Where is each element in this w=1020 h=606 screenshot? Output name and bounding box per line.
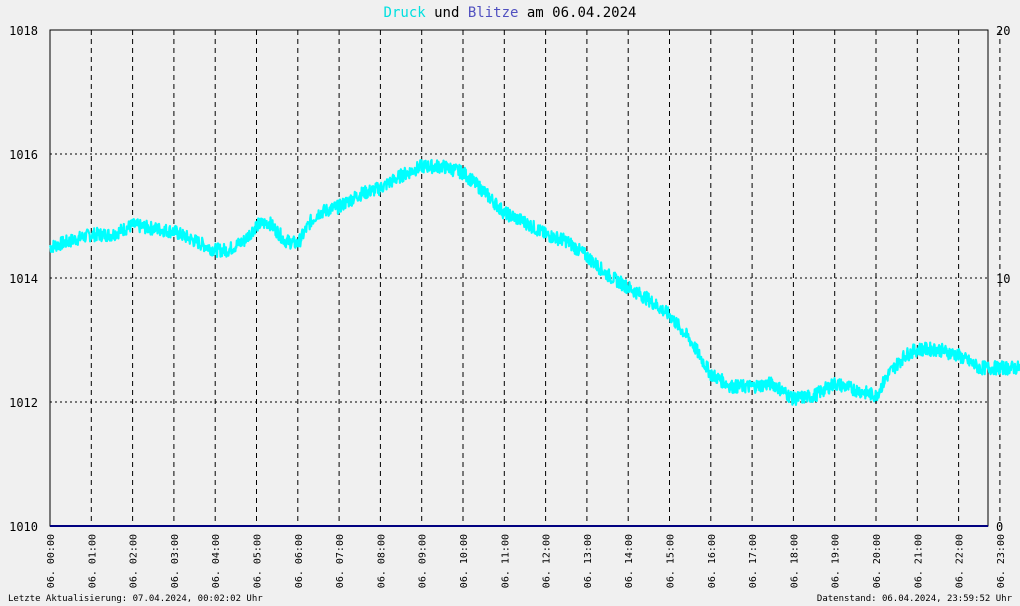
x-tick-label: 06. 00:00 xyxy=(46,534,57,588)
series-layer xyxy=(48,158,1020,527)
x-tick-label: 06. 22:00 xyxy=(955,534,966,588)
footer-data-status: Datenstand: 06.04.2024, 23:59:52 Uhr xyxy=(816,594,1012,604)
x-tick-label: 06. 10:00 xyxy=(459,534,470,588)
y-left-tick-label: 1016 xyxy=(9,148,38,162)
footer-last-update: Letzte Aktualisierung: 07.04.2024, 00:02… xyxy=(8,594,263,604)
series-druck-line xyxy=(48,158,1020,406)
x-tick-label: 06. 09:00 xyxy=(418,534,429,588)
y-left-tick-label: 1012 xyxy=(9,396,38,410)
title-und: und xyxy=(434,5,460,21)
title-blitze: Blitze xyxy=(467,5,519,21)
x-tick-label: 06. 07:00 xyxy=(335,534,346,588)
x-tick-label: 06. 08:00 xyxy=(376,534,387,588)
x-tick-label: 06. 06:00 xyxy=(294,534,305,588)
axes: 06. 00:00 06. 01:00 06. 02:00 06. 03:00 06. … xyxy=(9,24,1010,588)
x-tick-label: 06. 15:00 xyxy=(666,534,677,588)
x-tick-label: 06. 02:00 xyxy=(129,534,140,588)
y-left-tick-label: 1014 xyxy=(9,272,38,286)
x-tick-label: 06. 13:00 xyxy=(583,534,594,588)
x-tick-label: 06. 04:00 xyxy=(211,534,222,588)
y-right-tick-label: 0 xyxy=(996,520,1003,534)
x-tick-label: 06. 01:00 xyxy=(87,534,98,588)
x-tick-label: 06. 16:00 xyxy=(707,534,718,588)
y-left-tick-label: 1010 xyxy=(9,520,38,534)
x-tick-label: 06. 23:00 xyxy=(996,534,1007,588)
y-right-tick-label: 20 xyxy=(996,24,1010,38)
title-rest: am 06.04.2024 xyxy=(526,5,637,21)
x-tick-label: 06. 03:00 xyxy=(170,534,181,588)
x-tick-label: 06. 20:00 xyxy=(872,534,883,588)
grid xyxy=(50,30,1001,526)
y-left-tick-label: 1018 xyxy=(9,24,38,38)
x-tick-label: 06. 17:00 xyxy=(748,534,759,588)
x-tick-label: 06. 19:00 xyxy=(831,534,842,588)
chart-title: Druck und Blitze am 06.04.2024 xyxy=(0,5,1020,21)
y-right-tick-label: 10 xyxy=(996,272,1010,286)
x-tick-label: 06. 05:00 xyxy=(253,534,264,588)
x-tick-label: 06. 18:00 xyxy=(789,534,800,588)
x-tick-label: 06. 21:00 xyxy=(913,534,924,588)
x-tick-label: 06. 12:00 xyxy=(542,534,553,588)
title-druck: Druck xyxy=(383,5,426,21)
x-tick-label: 06. 11:00 xyxy=(500,534,511,588)
x-tick-label: 06. 14:00 xyxy=(624,534,635,588)
